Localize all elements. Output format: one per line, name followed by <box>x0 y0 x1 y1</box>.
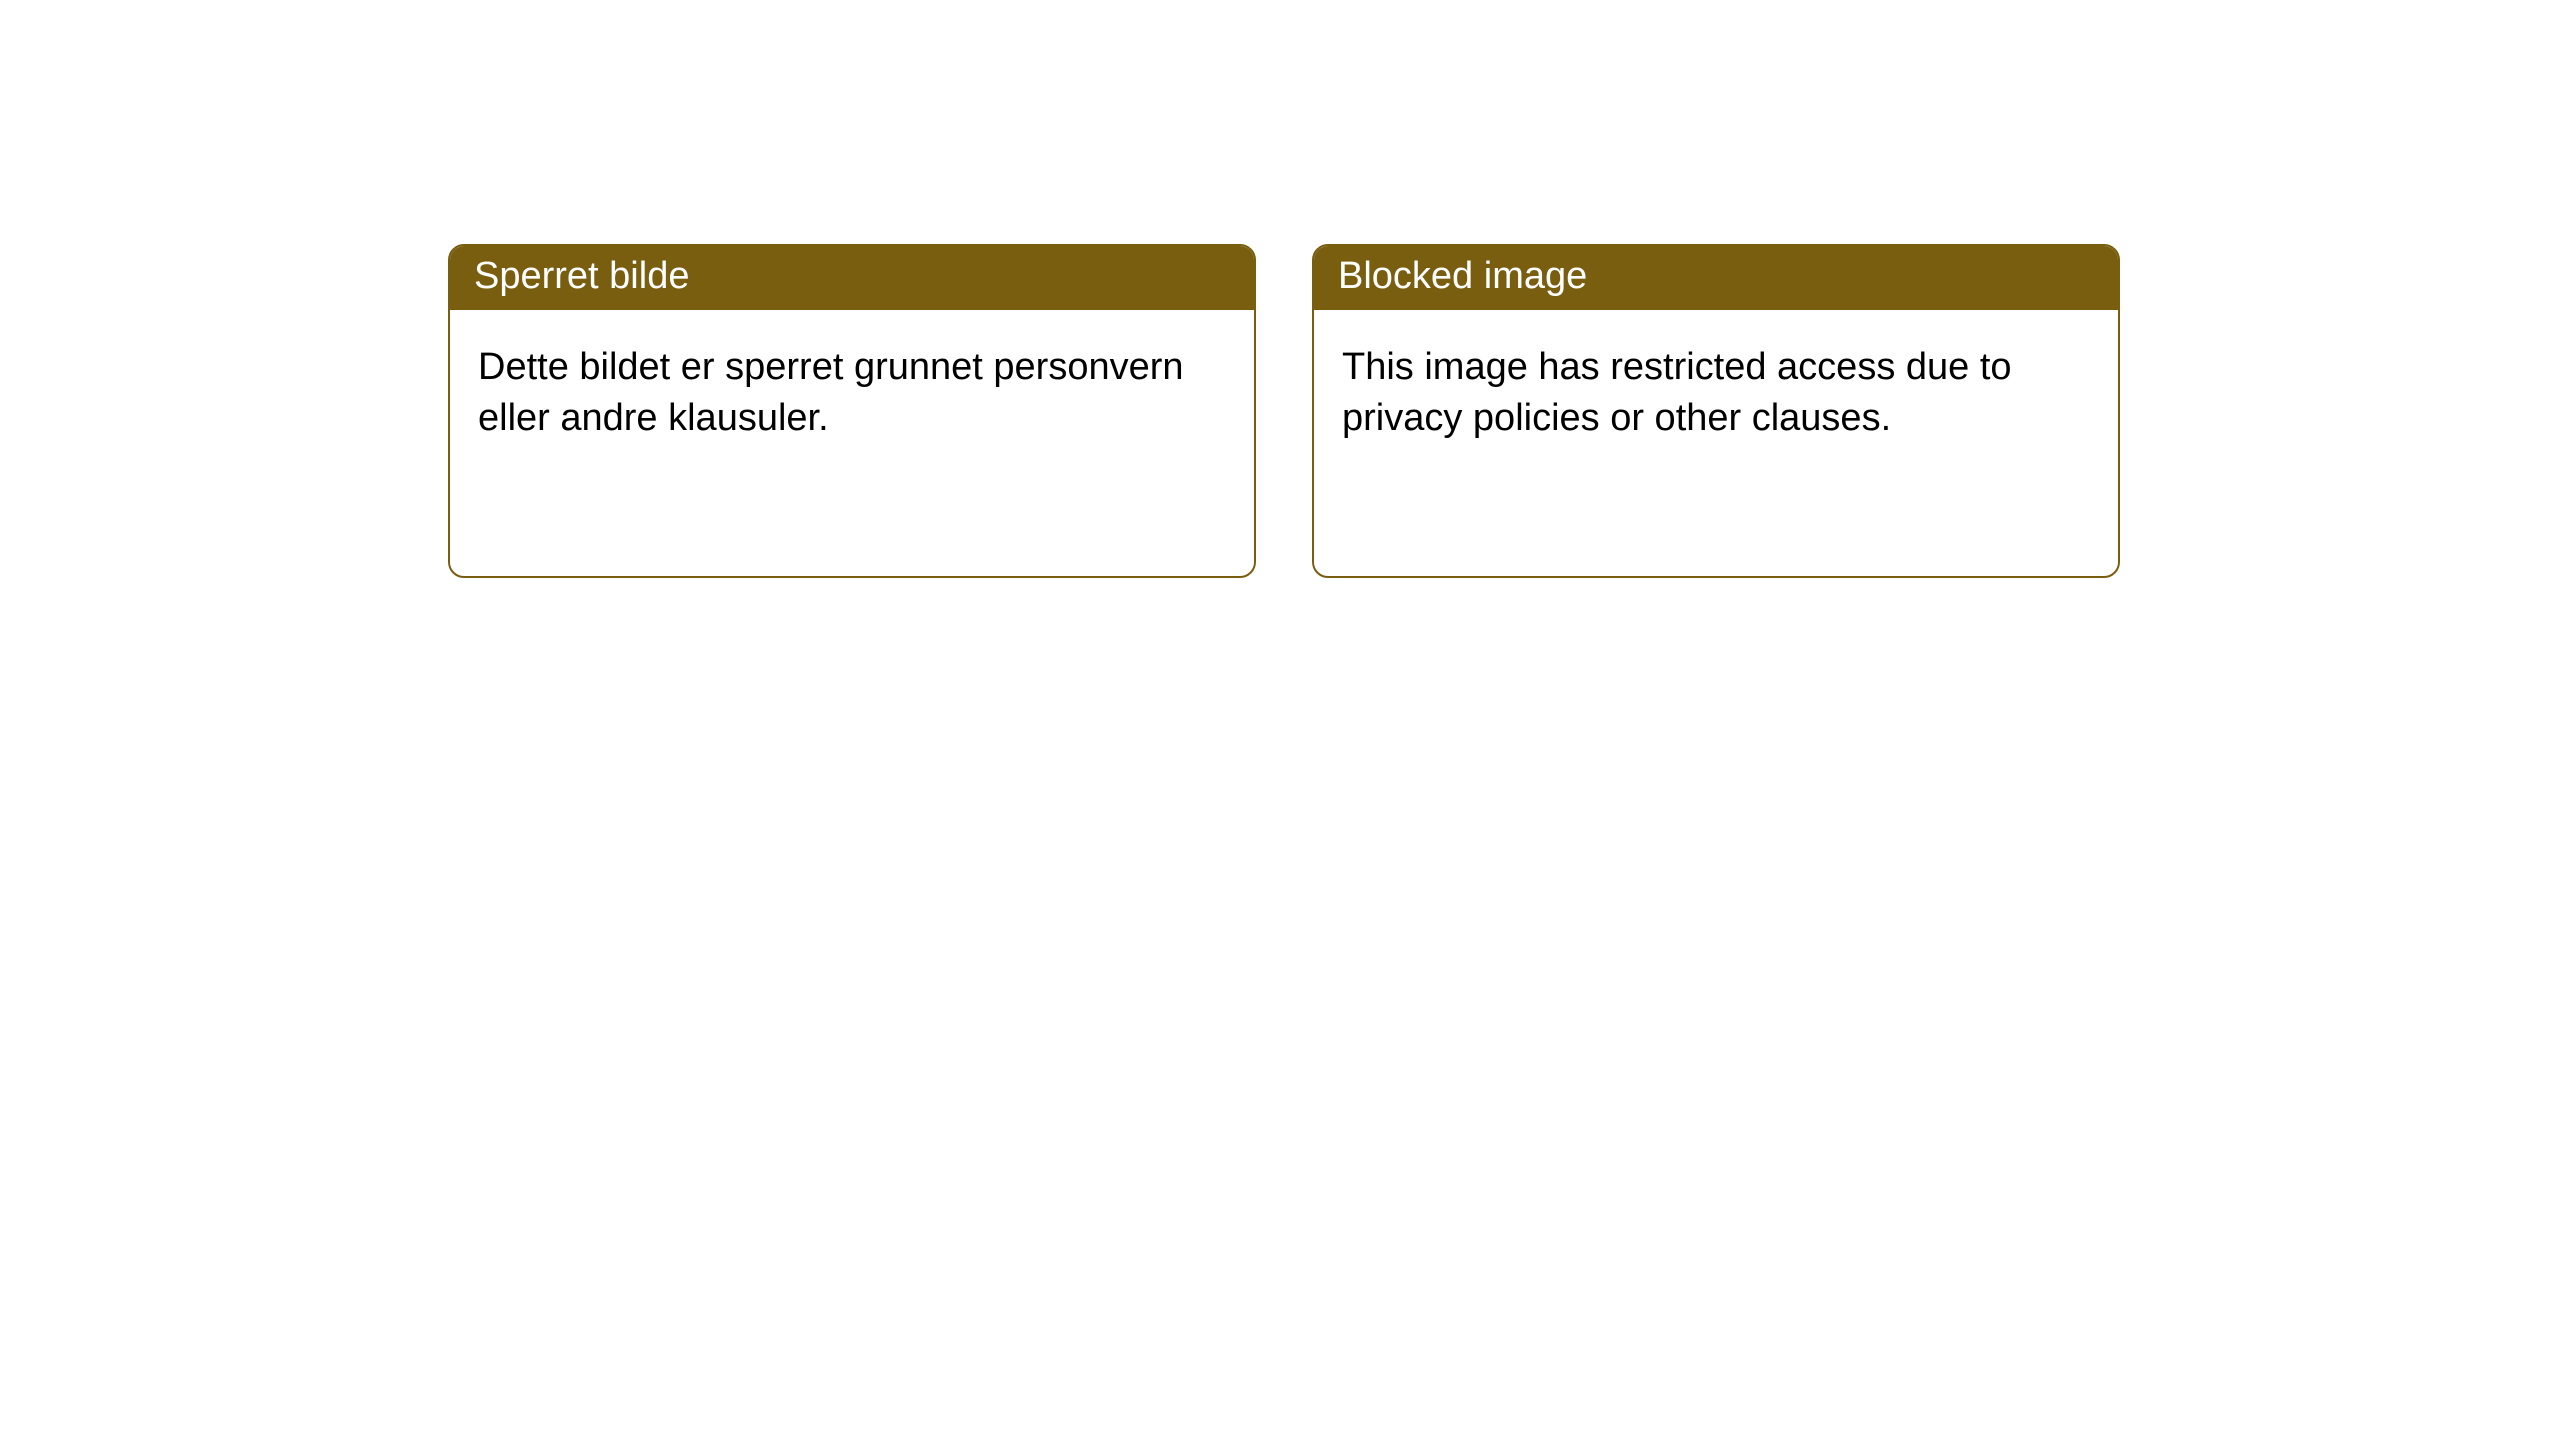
notice-body-text: This image has restricted access due to … <box>1314 310 2118 477</box>
notice-box-norwegian: Sperret bilde Dette bildet er sperret gr… <box>448 244 1256 578</box>
notice-body-text: Dette bildet er sperret grunnet personve… <box>450 310 1254 477</box>
notice-container: Sperret bilde Dette bildet er sperret gr… <box>0 0 2560 578</box>
notice-box-english: Blocked image This image has restricted … <box>1312 244 2120 578</box>
notice-title: Sperret bilde <box>450 246 1254 310</box>
notice-title: Blocked image <box>1314 246 2118 310</box>
